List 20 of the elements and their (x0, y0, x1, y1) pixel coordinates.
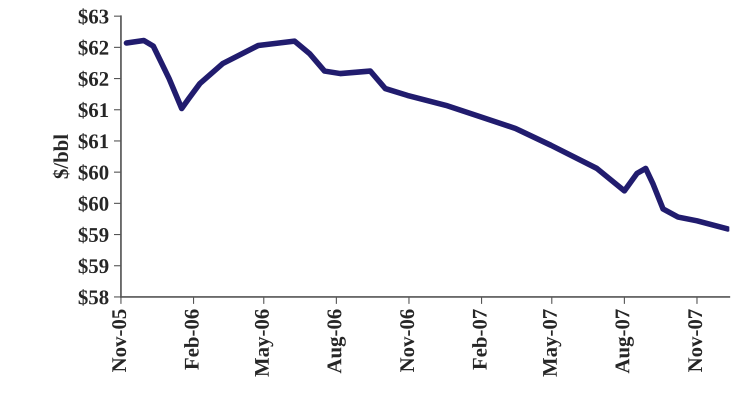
y-tick-label: $60 (78, 195, 108, 212)
y-tick-label: $62 (78, 70, 108, 88)
x-tick-label: Nov-06 (400, 309, 414, 372)
x-tick-label: Feb-06 (184, 309, 199, 370)
y-tick-label: $60 (78, 164, 108, 181)
y-tick-label: $61 (78, 102, 108, 119)
y-tick-label: $62 (78, 40, 108, 56)
y-tick-label: $59 (78, 258, 108, 275)
y-axis-title: $/bbl (52, 134, 70, 178)
y-tick-label: $63 (78, 8, 108, 25)
y-tick-label: $59 (78, 226, 108, 244)
x-tick-label: Feb-07 (472, 309, 487, 370)
x-tick-label: Nov-05 (112, 310, 126, 372)
x-tick-label: May-07 (542, 309, 562, 377)
x-tick-label: Aug-07 (615, 309, 634, 374)
y-tick-label: $58 (78, 289, 108, 306)
x-tick-label: Nov-07 (688, 309, 702, 372)
y-tick-label: $61 (78, 133, 108, 150)
x-tick-label: Aug-06 (327, 309, 346, 374)
x-tick-label: May-06 (254, 309, 274, 377)
